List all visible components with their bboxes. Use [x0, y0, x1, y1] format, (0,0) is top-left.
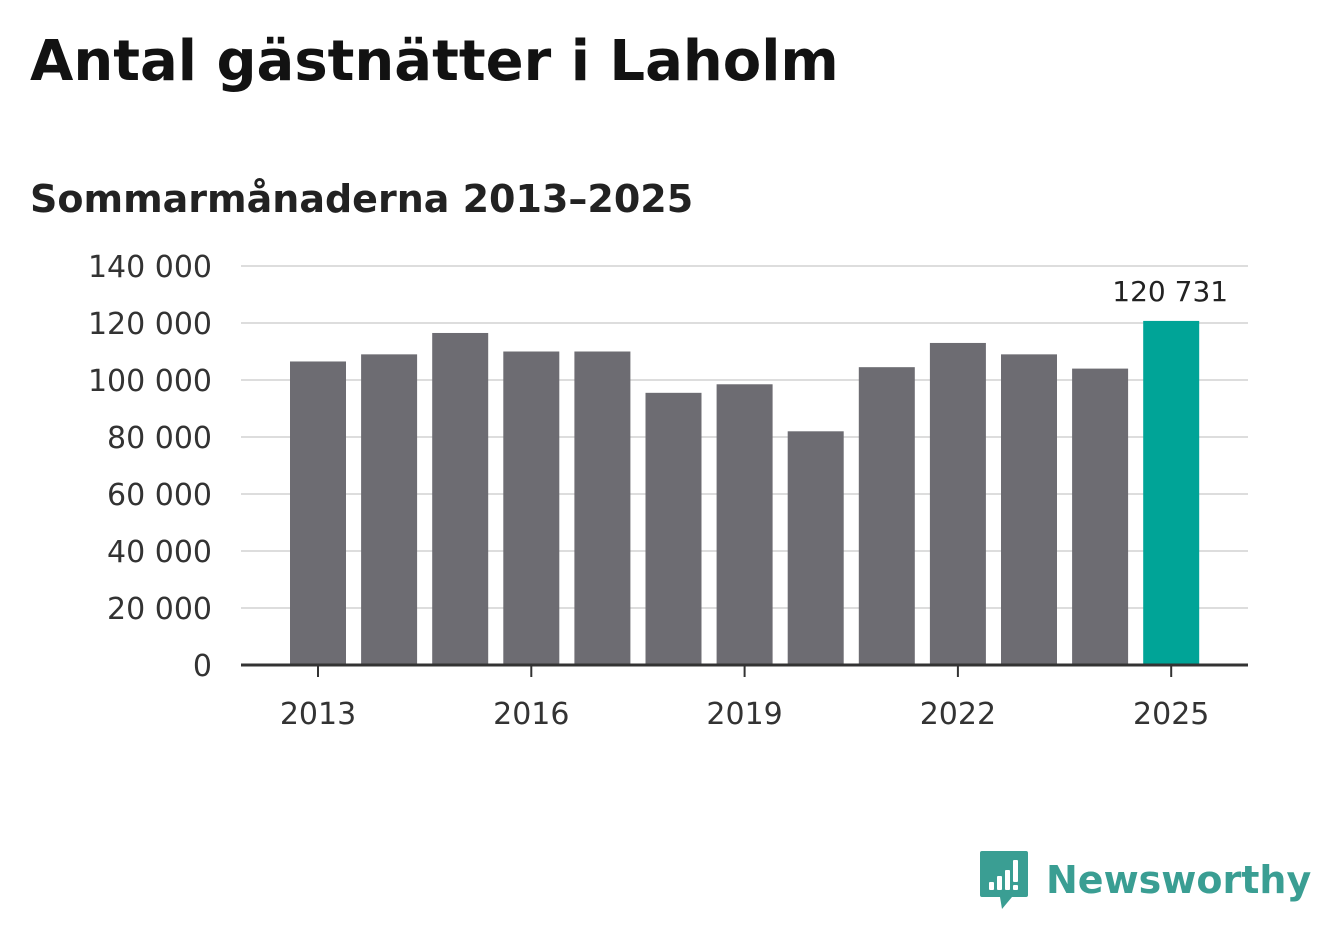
bar-2015	[432, 332, 489, 665]
x-tick-label: 2013	[280, 697, 356, 732]
x-tick-label: 2019	[706, 697, 782, 732]
bar-2025	[1143, 320, 1200, 665]
y-tick-label: 80 000	[107, 421, 212, 456]
brand-logo: Newsworthy	[980, 850, 1311, 910]
bars	[290, 320, 1200, 665]
bar-2020	[787, 431, 844, 665]
y-axis-labels: 0 20 000 40 000 60 000 80 000 100 000 120 000 1…	[88, 250, 212, 684]
bar-2013	[290, 361, 346, 665]
newsworthy-logo-icon	[980, 851, 1028, 909]
bar-2017	[574, 351, 631, 665]
bar-2018	[645, 392, 702, 665]
bar-2023	[1001, 354, 1057, 665]
y-tick-label: 120 000	[88, 307, 212, 342]
y-tick-label: 40 000	[107, 535, 212, 570]
bar-chart: 0 20 000 40 000 60 000 80 000 100 000 120 000 1…	[88, 250, 1248, 732]
y-tick-label: 0	[193, 649, 212, 684]
bar-2016	[503, 351, 560, 665]
brand-name: Newsworthy	[1046, 858, 1312, 902]
bar-2014	[361, 354, 418, 665]
x-axis	[241, 663, 1248, 677]
y-tick-label: 20 000	[107, 592, 212, 627]
x-tick-label: 2022	[920, 697, 996, 732]
bar-2021	[858, 367, 915, 665]
chart-title: Antal gästnätter i Laholm	[30, 29, 839, 94]
x-axis-labels: 2013 2016 2019 2022 2025	[280, 697, 1210, 732]
x-tick-label: 2016	[493, 697, 569, 732]
y-tick-label: 100 000	[88, 364, 212, 399]
bar-2019	[716, 384, 773, 665]
bar-2022	[929, 342, 986, 665]
bar-2024	[1072, 368, 1129, 665]
y-tick-label: 60 000	[107, 478, 212, 513]
data-label-2025: 120 731	[1112, 275, 1228, 308]
y-tick-label: 140 000	[88, 250, 212, 285]
x-tick-label: 2025	[1133, 697, 1209, 732]
data-labels: 120 731	[1112, 275, 1228, 308]
chart-subtitle: Sommarmånaderna 2013–2025	[30, 177, 694, 221]
